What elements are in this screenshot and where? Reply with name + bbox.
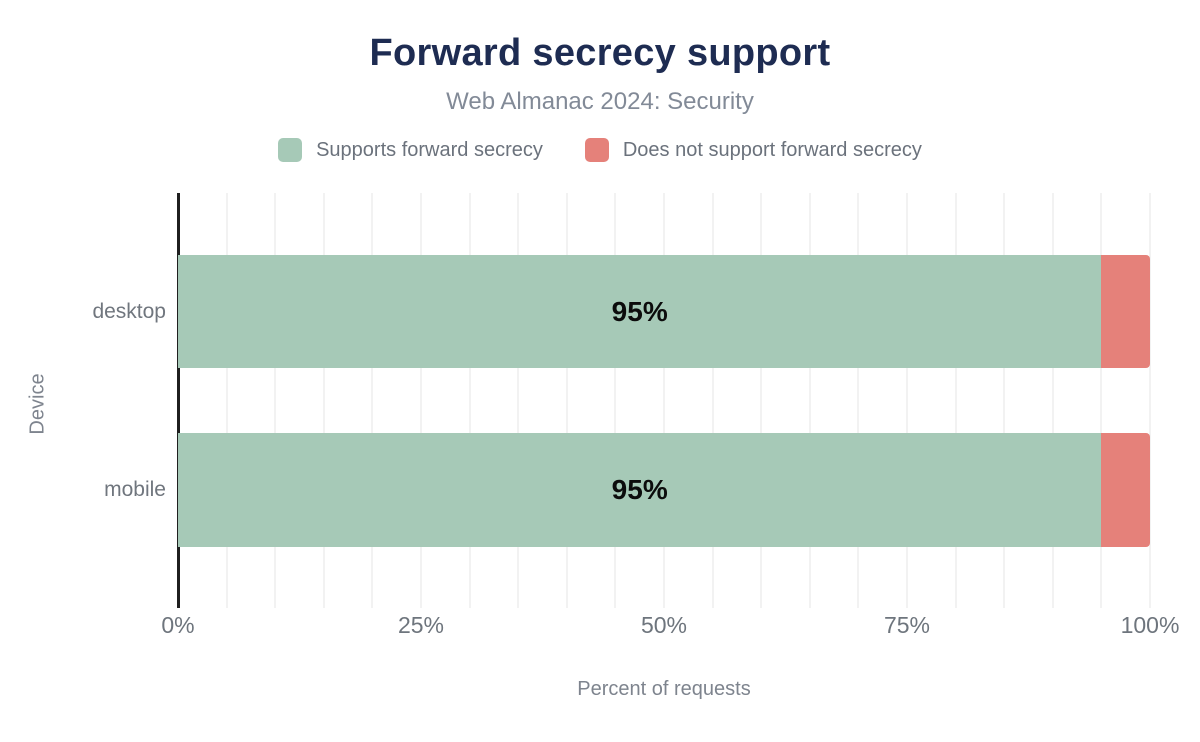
gridline: [1100, 193, 1103, 608]
gridline: [420, 193, 422, 608]
gridline: [857, 193, 860, 608]
gridline: [760, 193, 763, 608]
bar-segment-desktop-supports[interactable]: [178, 255, 1102, 368]
category-label-desktop: desktop: [92, 299, 166, 323]
legend-swatch-icon: [584, 138, 609, 162]
x-tick-label-50: 50%: [640, 612, 688, 638]
gridline: [371, 193, 374, 608]
x-axis-title: Percent of requests: [577, 678, 751, 700]
category-label-mobile: mobile: [104, 478, 166, 501]
gridline: [225, 193, 228, 608]
gridline: [906, 193, 908, 608]
gridline: [614, 193, 617, 608]
chart-subtitle: Web Almanac 2024: Security: [446, 88, 754, 115]
legend-label: Does not support forward secrecy: [622, 138, 922, 161]
gridline: [808, 193, 811, 608]
x-tick-label-75: 75%: [883, 612, 931, 638]
legend-swatch-icon: [278, 138, 303, 162]
gridline: [274, 193, 277, 608]
bar-segment-desktop-not-supports[interactable]: [1101, 255, 1150, 368]
x-tick-label-25: 25%: [397, 612, 445, 638]
bar-segment-mobile-not-supports[interactable]: [1101, 433, 1150, 547]
plot-area: 95% 95%: [177, 193, 1151, 608]
y-axis-title: Device: [26, 373, 49, 435]
gridline: [954, 193, 957, 608]
legend-item-supports[interactable]: Supports forward secrecy: [278, 138, 543, 162]
gridline: [517, 193, 520, 608]
gridline: [711, 193, 714, 608]
gridline: [663, 193, 665, 608]
gridline: [565, 193, 568, 608]
gridline: [468, 193, 471, 608]
gridline: [1149, 193, 1151, 608]
chart-title: Forward secrecy support: [369, 32, 831, 74]
gridline: [1051, 193, 1054, 608]
gridline: [322, 193, 325, 608]
x-tick-label-100: 100%: [1120, 612, 1180, 638]
legend: Supports forward secrecy Does not support…: [0, 138, 1200, 162]
y-axis-line: [177, 193, 180, 608]
legend-item-does-not-support[interactable]: Does not support forward secrecy: [584, 138, 922, 162]
legend-label: Supports forward secrecy: [316, 138, 543, 161]
bar-segment-mobile-supports[interactable]: [178, 433, 1102, 547]
gridline: [1003, 193, 1006, 608]
x-tick-label-0: 0%: [161, 612, 195, 638]
